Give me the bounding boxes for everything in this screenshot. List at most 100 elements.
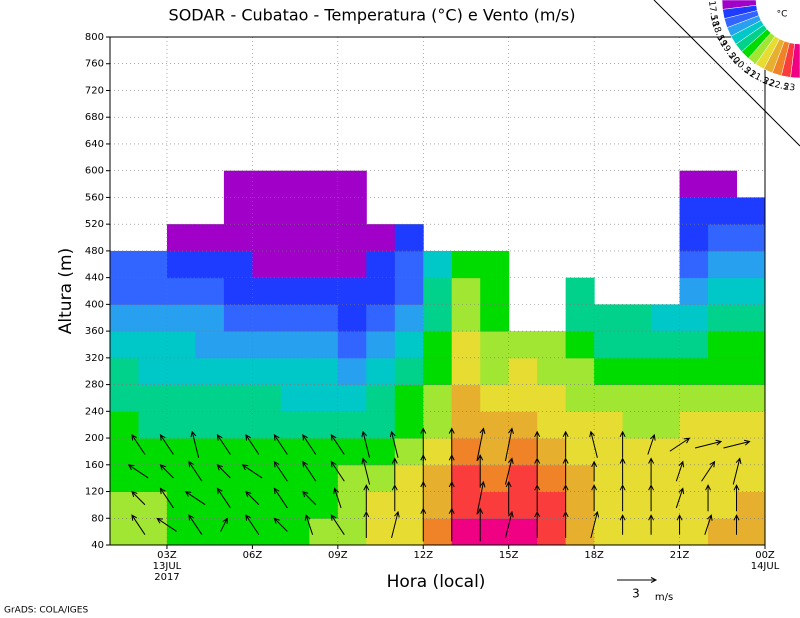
temperature-cell [508, 491, 538, 519]
wind-arrow [216, 434, 231, 455]
temperature-cell [537, 464, 567, 493]
temperature-cell [423, 304, 453, 332]
temperature-cell [736, 357, 766, 386]
temperature-cell [166, 304, 196, 332]
x-tick-label: 03Z [157, 550, 177, 561]
wind-arrow [330, 460, 345, 482]
y-tick-label: 280 [85, 380, 104, 391]
temperature-cell [394, 518, 424, 546]
colorbar-divider [653, 0, 800, 147]
temperature-cell [423, 438, 453, 466]
temperature-cell [565, 518, 595, 546]
wind-arrow [188, 514, 203, 535]
wind-arrow [216, 487, 231, 509]
wind-arrow [619, 430, 626, 458]
temperature-cell [537, 357, 567, 386]
temperature-cell [736, 384, 766, 412]
contour-field [110, 170, 766, 546]
temperature-cell [679, 464, 709, 493]
wind-arrow [705, 484, 711, 512]
wind-arrow [648, 514, 655, 535]
temperature-cell [309, 357, 339, 386]
wind-arrow [131, 434, 146, 455]
temperature-cell [394, 464, 424, 493]
wind-arrow [245, 490, 260, 506]
temperature-cell [366, 277, 396, 305]
temperature-cell [451, 250, 481, 279]
wind-arrow [241, 464, 263, 479]
temperature-cell [451, 464, 481, 493]
temperature-cell [195, 224, 225, 252]
temperature-cell [651, 411, 681, 439]
temperature-cell [423, 277, 453, 305]
temperature-cell [708, 464, 738, 493]
temperature-cell [138, 331, 168, 359]
temperature-cell [508, 411, 538, 439]
temperature-cell [252, 224, 282, 252]
temperature-cell [565, 491, 595, 519]
wind-arrow [216, 464, 231, 479]
temperature-cell [337, 197, 367, 225]
temperature-cell [508, 357, 538, 386]
temperature-cell [195, 250, 225, 279]
wind-arrow [361, 457, 371, 485]
temperature-cell [480, 331, 510, 359]
temperature-cell [451, 304, 481, 332]
x-tick-label: 18Z [584, 550, 604, 561]
wind-arrow [676, 514, 683, 535]
wind-arrow [648, 457, 655, 485]
wind-arrow [562, 430, 569, 458]
wind-arrow [504, 510, 514, 539]
wind-arrow [562, 484, 569, 512]
wind-arrow [619, 457, 626, 485]
x-date-label: 2017 [154, 572, 179, 583]
temperature-cell [651, 518, 681, 546]
temperature-cell [252, 491, 282, 519]
x-tick-label: 21Z [670, 550, 690, 561]
temperature-cell [366, 331, 396, 359]
temperature-cell [736, 331, 766, 359]
temperature-cell [223, 464, 253, 493]
temperature-cell [309, 491, 339, 519]
temperature-cell [366, 224, 396, 252]
temperature-cell [565, 464, 595, 493]
temperature-cell [622, 331, 652, 359]
y-tick-label: 400 [85, 299, 104, 310]
temperature-cell [480, 384, 510, 412]
temperature-cell [138, 411, 168, 439]
wind-arrow [732, 457, 742, 485]
temperature-cell [537, 411, 567, 439]
temperature-cell [309, 518, 339, 546]
temperature-cell [480, 304, 510, 332]
temperature-cell [280, 170, 310, 198]
temperature-cell [565, 277, 595, 305]
x-tick-label: 15Z [499, 550, 519, 561]
temperature-cell [423, 331, 453, 359]
temperature-cell [679, 438, 709, 466]
temperature-cell [423, 384, 453, 412]
temperature-cell [679, 277, 709, 305]
wind-arrow [534, 457, 541, 485]
temperature-cell [195, 438, 225, 466]
colorbar-label: 18 [708, 14, 721, 28]
temperature-cell [508, 438, 538, 466]
temperature-cell [280, 331, 310, 359]
temperature-cell [252, 384, 282, 412]
temperature-cell [366, 304, 396, 332]
wind-arrow [694, 439, 723, 449]
wind-arrow [184, 491, 206, 506]
y-tick-label: 200 [85, 433, 104, 444]
wind-arrow [391, 457, 398, 485]
wind-arrow [534, 510, 541, 538]
temperature-cell [394, 357, 424, 386]
temperature-cell [594, 518, 624, 546]
y-tick-label: 800 [85, 32, 104, 43]
temperature-cell [736, 224, 766, 252]
temperature-cell [594, 438, 624, 466]
temperature-cell [480, 464, 510, 493]
temperature-cell [480, 411, 510, 439]
temperature-cell [708, 277, 738, 305]
temperature-cell [708, 411, 738, 439]
temperature-cell [223, 357, 253, 386]
